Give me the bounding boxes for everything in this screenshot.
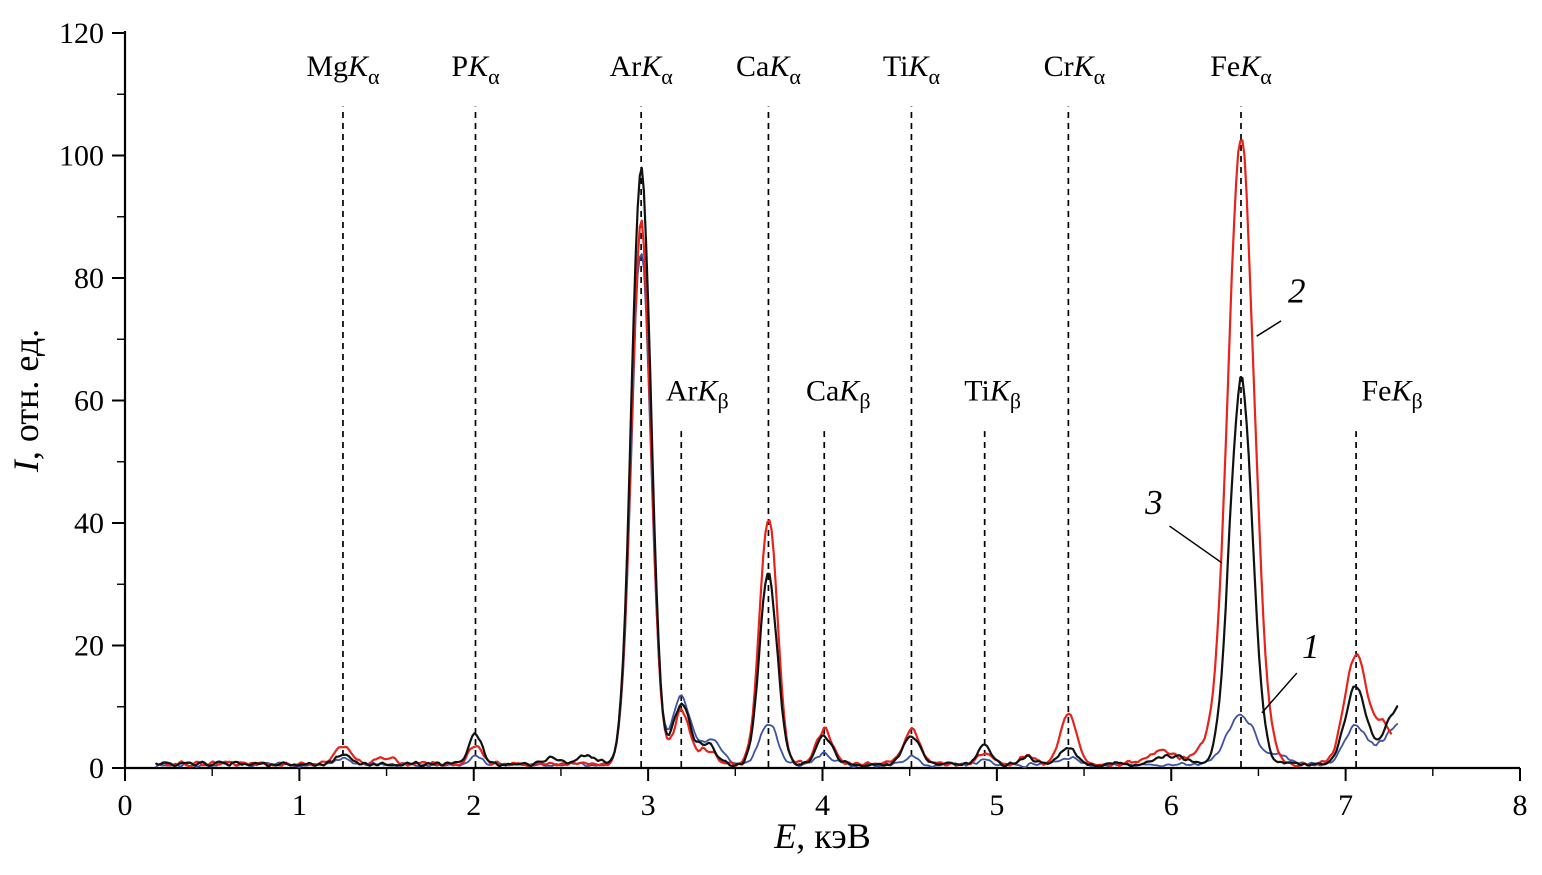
annotation-leader-1 <box>1261 672 1298 714</box>
annotation-label-2: 2 <box>1288 272 1306 311</box>
annotation-label-1: 1 <box>1302 627 1320 666</box>
annotation-leader-2 <box>1256 320 1282 337</box>
curve-annotations: 2 3 1 <box>1144 272 1320 714</box>
peak-label-Cr-α: CrKα <box>1044 50 1106 89</box>
ticks <box>112 32 1521 781</box>
y-tick-label: 20 <box>74 630 104 663</box>
y-tick-label: 120 <box>59 17 104 50</box>
y-tick-label: 40 <box>74 507 104 540</box>
x-tick-label: 8 <box>1513 789 1528 822</box>
tick-labels: 0 20 40 60 80 100 120 0 1 2 3 4 5 6 7 8 <box>59 17 1528 822</box>
peak-label-Fe-α: FeKα <box>1210 50 1272 89</box>
spectrum-curve-2 <box>155 139 1393 768</box>
x-tick-label: 4 <box>815 789 830 822</box>
y-tick-label: 0 <box>89 752 104 785</box>
y-tick-label: 60 <box>74 385 104 418</box>
peak-label-Ca-α: CaKα <box>736 50 801 89</box>
spectrum-curve-3 <box>155 166 1399 768</box>
peak-markers: MgKα PKα ArKα CaKα TiKα CrKα FeKα ArKβ CaKβ TiKβ F… <box>306 50 1423 767</box>
x-axis-label: E, кэВ <box>773 816 870 856</box>
peak-label-Ca-β: CaKβ <box>806 375 871 414</box>
y-tick-label: 100 <box>59 140 104 173</box>
x-tick-label: 0 <box>118 789 133 822</box>
peak-label-Ar-α: ArKα <box>610 50 674 89</box>
spectra-curves <box>155 139 1399 769</box>
peak-label-Mg-α: MgKα <box>306 50 380 89</box>
peak-label-Ti-α: TiKα <box>883 50 941 89</box>
annotation-label-3: 3 <box>1144 483 1163 522</box>
x-tick-label: 5 <box>989 789 1004 822</box>
peak-label-Fe-β: FeKβ <box>1361 375 1422 414</box>
peak-label-P-α: PKα <box>451 50 500 89</box>
y-axis-label: I, отн. ед. <box>6 329 46 473</box>
x-tick-label: 3 <box>641 789 656 822</box>
x-tick-label: 1 <box>292 789 307 822</box>
x-tick-label: 7 <box>1338 789 1353 822</box>
peak-label-Ti-β: TiKβ <box>964 375 1021 414</box>
x-tick-label: 2 <box>466 789 481 822</box>
x-tick-label: 6 <box>1164 789 1179 822</box>
y-tick-label: 80 <box>74 262 104 295</box>
peak-label-Ar-β: ArKβ <box>666 375 729 414</box>
annotation-leader-3 <box>1169 525 1223 564</box>
